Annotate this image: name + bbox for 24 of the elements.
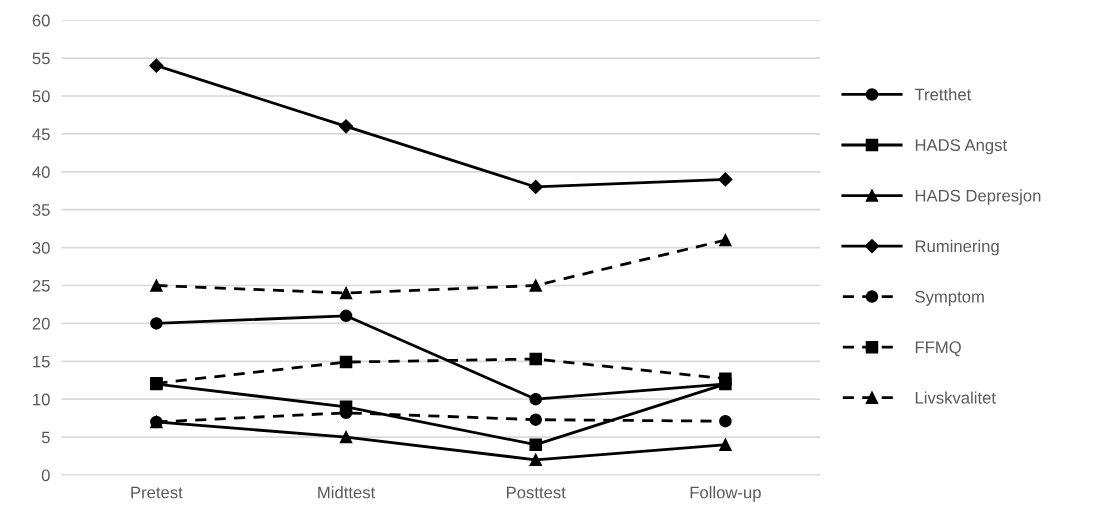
y-tick-label: 5 [41,431,50,444]
legend-label: Livskvalitet [915,391,996,404]
y-tick-label: 30 [32,242,50,254]
x-tick-label: Midttest [318,486,376,499]
legend-label: HADS Angst [915,139,1007,155]
y-tick-label: 0 [41,469,50,482]
x-tick-label: Posttest [506,486,566,499]
x-tick-label: Follow-up [690,486,761,502]
y-tick-label: 45 [32,128,50,141]
y-tick-label: 40 [32,166,50,179]
legend-label: HADS Depresjon [915,189,1041,205]
legend-label: Tretthet [914,88,972,101]
y-tick-label: 25 [32,279,50,292]
y-tick-label: 35 [32,204,50,216]
y-tick-label: 15 [33,355,50,368]
x-tick-label: Pretest [131,486,183,499]
legend-label: Symptom [915,290,984,306]
y-tick-label: 50 [32,90,50,103]
legend-label: FFMQ [915,341,961,357]
y-tick-label: 60 [32,14,50,27]
legend-label: Ruminering [915,239,999,256]
y-tick-label: 20 [32,317,50,330]
y-tick-label: 55 [32,52,50,65]
y-tick-label: 10 [33,393,50,406]
